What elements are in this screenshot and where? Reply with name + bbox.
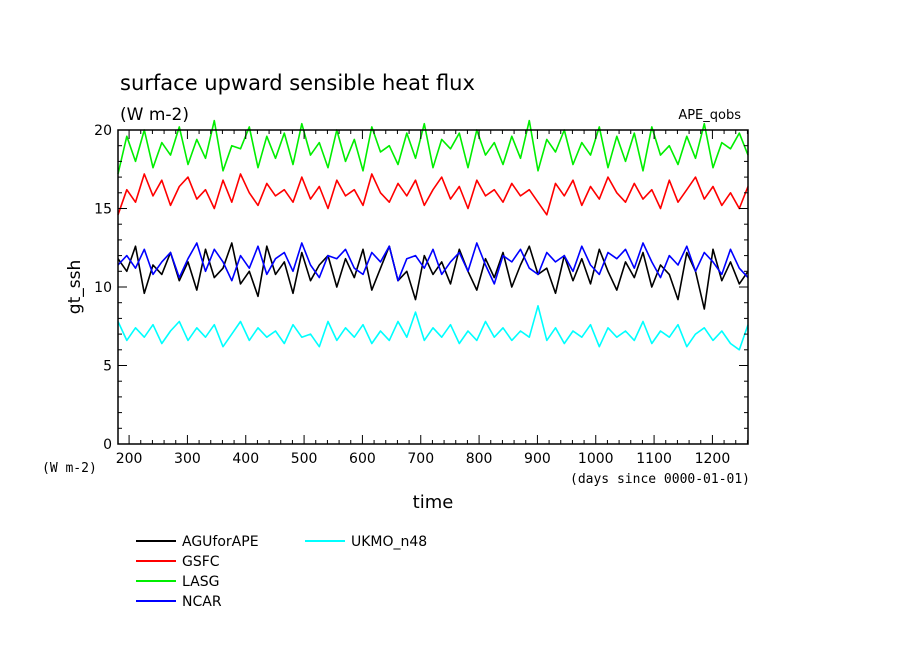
- legend-label: NCAR: [182, 594, 222, 610]
- series-line-3: [117, 242, 749, 285]
- y-tick-label: 20: [94, 123, 112, 139]
- legend-label: AGUforAPE: [182, 534, 259, 550]
- x-tick-label: 1100: [636, 451, 672, 467]
- y-tick-label: 5: [103, 359, 112, 375]
- chart-tag: APE_qobs: [678, 108, 741, 123]
- y-tick-label: 0: [103, 437, 112, 453]
- x-tick-label: 500: [291, 451, 318, 467]
- y-axis-label: gt_ssh: [65, 260, 85, 314]
- legend-label: LASG: [182, 574, 219, 590]
- legend-label: UKMO_n48: [351, 534, 427, 550]
- x-tick-label: 800: [466, 451, 493, 467]
- y-tick-label: 15: [94, 202, 112, 218]
- x-axis-units: (days since 0000-01-01): [570, 472, 750, 487]
- x-tick-label: 300: [174, 451, 201, 467]
- x-tick-label: 700: [407, 451, 434, 467]
- y-tick-label: 10: [94, 280, 112, 296]
- x-tick-label: 400: [232, 451, 259, 467]
- series-line-1: [117, 173, 749, 216]
- legend: AGUforAPE GSFC LASG NCAR UKMO_n48: [136, 534, 427, 610]
- x-tick-label: 200: [116, 451, 143, 467]
- series-line-0: [117, 242, 749, 310]
- x-tick-label: 600: [349, 451, 376, 467]
- series-line-4: [117, 305, 749, 351]
- x-axis: 200 300 400 500 600 700 800 900 1000 1100 1200: [116, 130, 748, 467]
- x-tick-label: 1000: [578, 451, 614, 467]
- y-axis-units: (W m-2): [42, 461, 97, 476]
- plot-frame: [117, 129, 749, 445]
- chart-title: surface upward sensible heat flux: [120, 71, 475, 95]
- y-axis: 0 5 10 15 20: [94, 123, 748, 453]
- x-tick-label: 900: [524, 451, 551, 467]
- legend-label: GSFC: [182, 554, 220, 570]
- series-line-2: [117, 119, 749, 175]
- x-axis-label: time: [413, 492, 454, 513]
- x-tick-label: 1200: [695, 451, 731, 467]
- chart-subtitle: (W m-2): [120, 105, 189, 125]
- series-group: [117, 119, 749, 351]
